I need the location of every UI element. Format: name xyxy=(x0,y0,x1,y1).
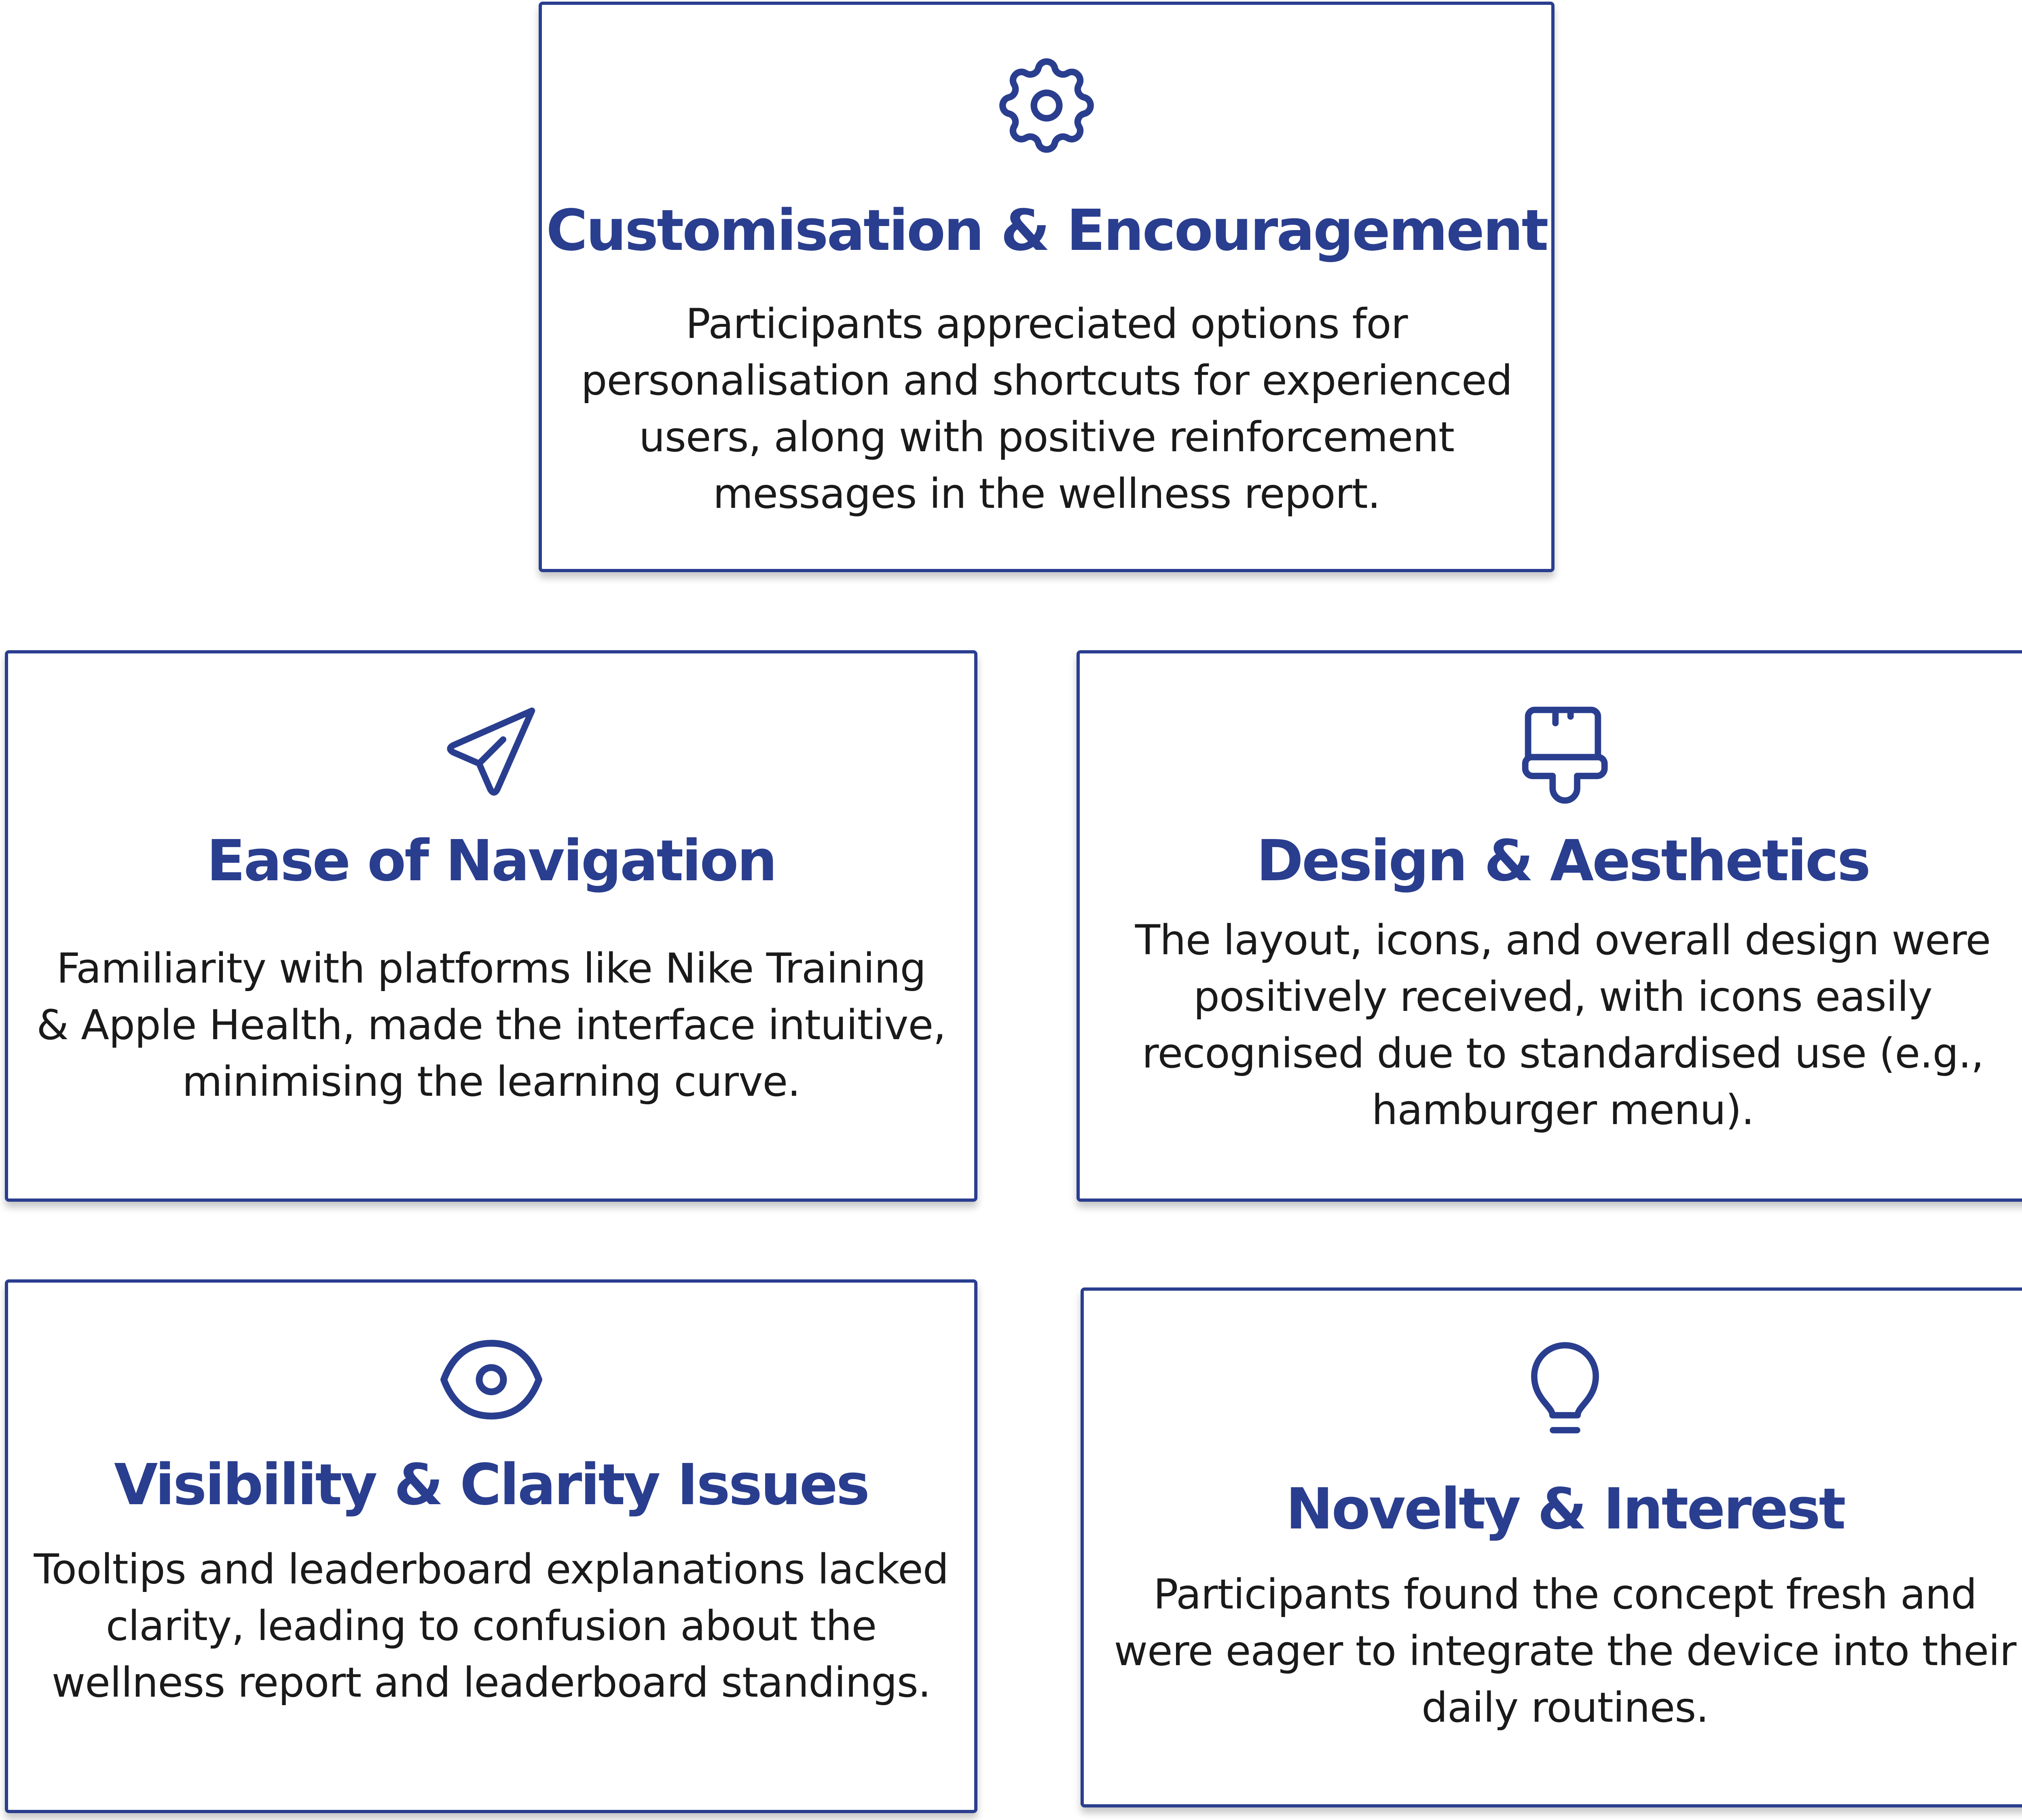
card-novelty: Novelty & Interest Participants found th… xyxy=(1081,1287,2022,1807)
description-line: personalisation and shortcuts for experi… xyxy=(581,357,1513,405)
description-line: were eager to integrate the device into … xyxy=(1114,1627,2017,1675)
eye-icon xyxy=(431,1319,552,1440)
description-line: users, along with positive reinforcement xyxy=(639,413,1455,461)
card-title: Customisation & Encouragement xyxy=(546,198,1548,264)
card-title: Ease of Navigation xyxy=(206,828,777,894)
description-line: clarity, leading to confusion about the xyxy=(106,1602,877,1650)
send-icon xyxy=(435,695,548,808)
card-visibility: Visibility & Clarity Issues Tooltips and… xyxy=(5,1279,977,1813)
card-customisation: Customisation & Encouragement Participan… xyxy=(539,2,1555,572)
card-design: Design & Aesthetics The layout, icons, a… xyxy=(1077,650,2022,1202)
lightbulb-icon xyxy=(1508,1330,1622,1452)
brush-icon xyxy=(1506,694,1620,807)
description-line: messages in the wellness report. xyxy=(713,470,1381,518)
description-line: Participants appreciated options for xyxy=(685,300,1408,348)
card-title: Design & Aesthetics xyxy=(1256,828,1871,894)
description-line: Participants found the concept fresh and xyxy=(1153,1571,1977,1619)
description-line: daily routines. xyxy=(1421,1684,1709,1732)
card-description: Participants found the concept fresh and… xyxy=(1108,1566,2022,1736)
description-line: hamburger menu). xyxy=(1371,1086,1755,1134)
card-title: Novelty & Interest xyxy=(1286,1476,1846,1542)
card-description: Tooltips and leaderboard explanations la… xyxy=(32,1541,950,1711)
card-description: Participants appreciated options for per… xyxy=(566,296,1527,522)
card-navigation: Ease of Navigation Familiarity with plat… xyxy=(5,650,977,1202)
description-line: positively received, with icons easily xyxy=(1193,973,1933,1021)
description-line: & Apple Health, made the interface intui… xyxy=(36,1001,946,1049)
description-line: The layout, icons, and overall design we… xyxy=(1135,916,1991,964)
description-line: minimising the learning curve. xyxy=(182,1058,800,1106)
description-line: wellness report and leaderboard standing… xyxy=(51,1659,931,1707)
card-description: The layout, icons, and overall design we… xyxy=(1104,912,2022,1139)
description-line: Familiarity with platforms like Nike Tra… xyxy=(56,945,926,993)
card-title: Visibility & Clarity Issues xyxy=(114,1452,870,1518)
description-line: recognised due to standardised use (e.g.… xyxy=(1142,1029,1984,1078)
description-line: Tooltips and leaderboard explanations la… xyxy=(34,1545,949,1594)
gear-icon xyxy=(988,47,1105,164)
card-description: Familiarity with platforms like Nike Tra… xyxy=(32,941,950,1110)
